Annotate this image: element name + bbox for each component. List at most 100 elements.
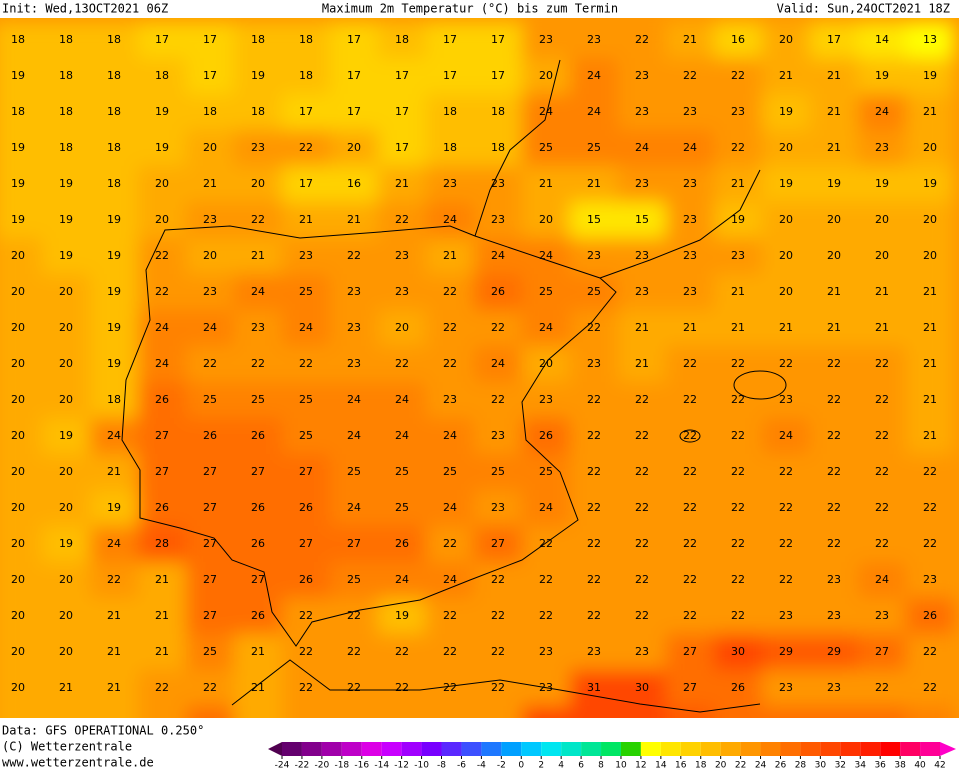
map-title: Maximum 2m Temperatur (°C) bis zum Termi… — [322, 2, 618, 16]
temperature-cell — [906, 418, 954, 454]
temperature-cell — [90, 490, 138, 526]
temperature-value: 24 — [347, 501, 361, 514]
temperature-value: 20 — [779, 249, 793, 262]
temperature-cell — [522, 166, 570, 202]
temperature-cell — [90, 562, 138, 598]
temperature-cell — [762, 274, 810, 310]
temperature-cell — [714, 634, 762, 670]
temperature-value: 24 — [587, 105, 601, 118]
temperature-value: 13 — [923, 33, 937, 46]
temperature-value: 22 — [923, 645, 937, 658]
temperature-cell — [330, 670, 378, 706]
temperature-value: 19 — [779, 105, 793, 118]
temperature-value: 20 — [59, 609, 73, 622]
temperature-cell — [474, 58, 522, 94]
temperature-value: 21 — [59, 681, 73, 694]
legend-swatch — [561, 742, 582, 756]
temperature-value: 21 — [203, 177, 217, 190]
temperature-value: 23 — [299, 249, 313, 262]
temperature-value: 23 — [587, 357, 601, 370]
legend-swatch — [521, 742, 542, 756]
temperature-value: 20 — [11, 429, 25, 442]
temperature-cell — [570, 22, 618, 58]
temperature-value: 15 — [635, 213, 649, 226]
temperature-value: 17 — [395, 105, 409, 118]
temperature-cell — [906, 22, 954, 58]
temperature-cell — [378, 166, 426, 202]
temperature-value: 22 — [491, 321, 505, 334]
temperature-value: 20 — [203, 141, 217, 154]
temperature-cell — [714, 166, 762, 202]
temperature-cell — [426, 22, 474, 58]
temperature-cell — [90, 58, 138, 94]
temperature-value: 21 — [731, 285, 745, 298]
temperature-cell — [618, 94, 666, 130]
temperature-value: 23 — [539, 681, 553, 694]
temperature-cell — [810, 94, 858, 130]
temperature-cell — [570, 166, 618, 202]
temperature-value: 23 — [395, 285, 409, 298]
temperature-cell — [42, 274, 90, 310]
temperature-value: 19 — [827, 177, 841, 190]
temperature-cell — [618, 22, 666, 58]
temperature-value: 27 — [203, 501, 217, 514]
temperature-value: 18 — [491, 141, 505, 154]
temperature-cell — [666, 346, 714, 382]
temperature-value: 22 — [875, 393, 889, 406]
temperature-value: 19 — [155, 105, 169, 118]
temperature-value: 20 — [59, 573, 73, 586]
temperature-cell — [0, 58, 42, 94]
temperature-value: 24 — [107, 429, 121, 442]
legend-swatch — [880, 742, 901, 756]
temperature-cell — [522, 274, 570, 310]
legend-swatch — [660, 742, 681, 756]
temperature-value: 24 — [347, 393, 361, 406]
temperature-value: 17 — [299, 177, 313, 190]
temperature-value: 19 — [107, 321, 121, 334]
temperature-cell — [90, 454, 138, 490]
temperature-value: 19 — [155, 141, 169, 154]
temperature-value: 18 — [59, 69, 73, 82]
temperature-value: 22 — [923, 681, 937, 694]
legend-arrow-high — [940, 742, 956, 756]
temperature-value: 24 — [443, 213, 457, 226]
legend-swatch — [840, 742, 861, 756]
temperature-value: 22 — [731, 609, 745, 622]
temperature-value: 26 — [395, 537, 409, 550]
temperature-cell — [906, 346, 954, 382]
temperature-value: 19 — [11, 141, 25, 154]
temperature-value: 23 — [635, 69, 649, 82]
temperature-value: 24 — [395, 429, 409, 442]
legend-swatch — [421, 742, 442, 756]
temperature-cell — [282, 130, 330, 166]
temperature-value: 21 — [251, 717, 265, 730]
temperature-cell — [714, 310, 762, 346]
temperature-value: 27 — [683, 681, 697, 694]
temperature-cell — [618, 598, 666, 634]
temperature-cell — [330, 58, 378, 94]
temperature-value: 22 — [923, 501, 937, 514]
temperature-cell — [522, 598, 570, 634]
temperature-cell — [90, 526, 138, 562]
legend-swatch — [341, 742, 362, 756]
temperature-cell — [42, 526, 90, 562]
legend-swatch — [461, 742, 482, 756]
temperature-cell — [330, 562, 378, 598]
temperature-value: 26 — [779, 717, 793, 730]
temperature-cell — [378, 202, 426, 238]
temperature-value: 27 — [203, 609, 217, 622]
temperature-cell — [378, 58, 426, 94]
temperature-cell — [666, 166, 714, 202]
temperature-value: 22 — [683, 429, 697, 442]
temperature-value: 22 — [155, 681, 169, 694]
temperature-value: 23 — [875, 609, 889, 622]
temperature-cell — [522, 418, 570, 454]
temperature-value: 18 — [491, 105, 505, 118]
temperature-value: 27 — [347, 537, 361, 550]
temperature-cell — [90, 598, 138, 634]
temperature-cell — [0, 526, 42, 562]
temperature-cell — [186, 490, 234, 526]
temperature-cell — [138, 706, 186, 718]
legend-tick-label: -6 — [457, 761, 466, 771]
temperature-value: 23 — [587, 645, 601, 658]
